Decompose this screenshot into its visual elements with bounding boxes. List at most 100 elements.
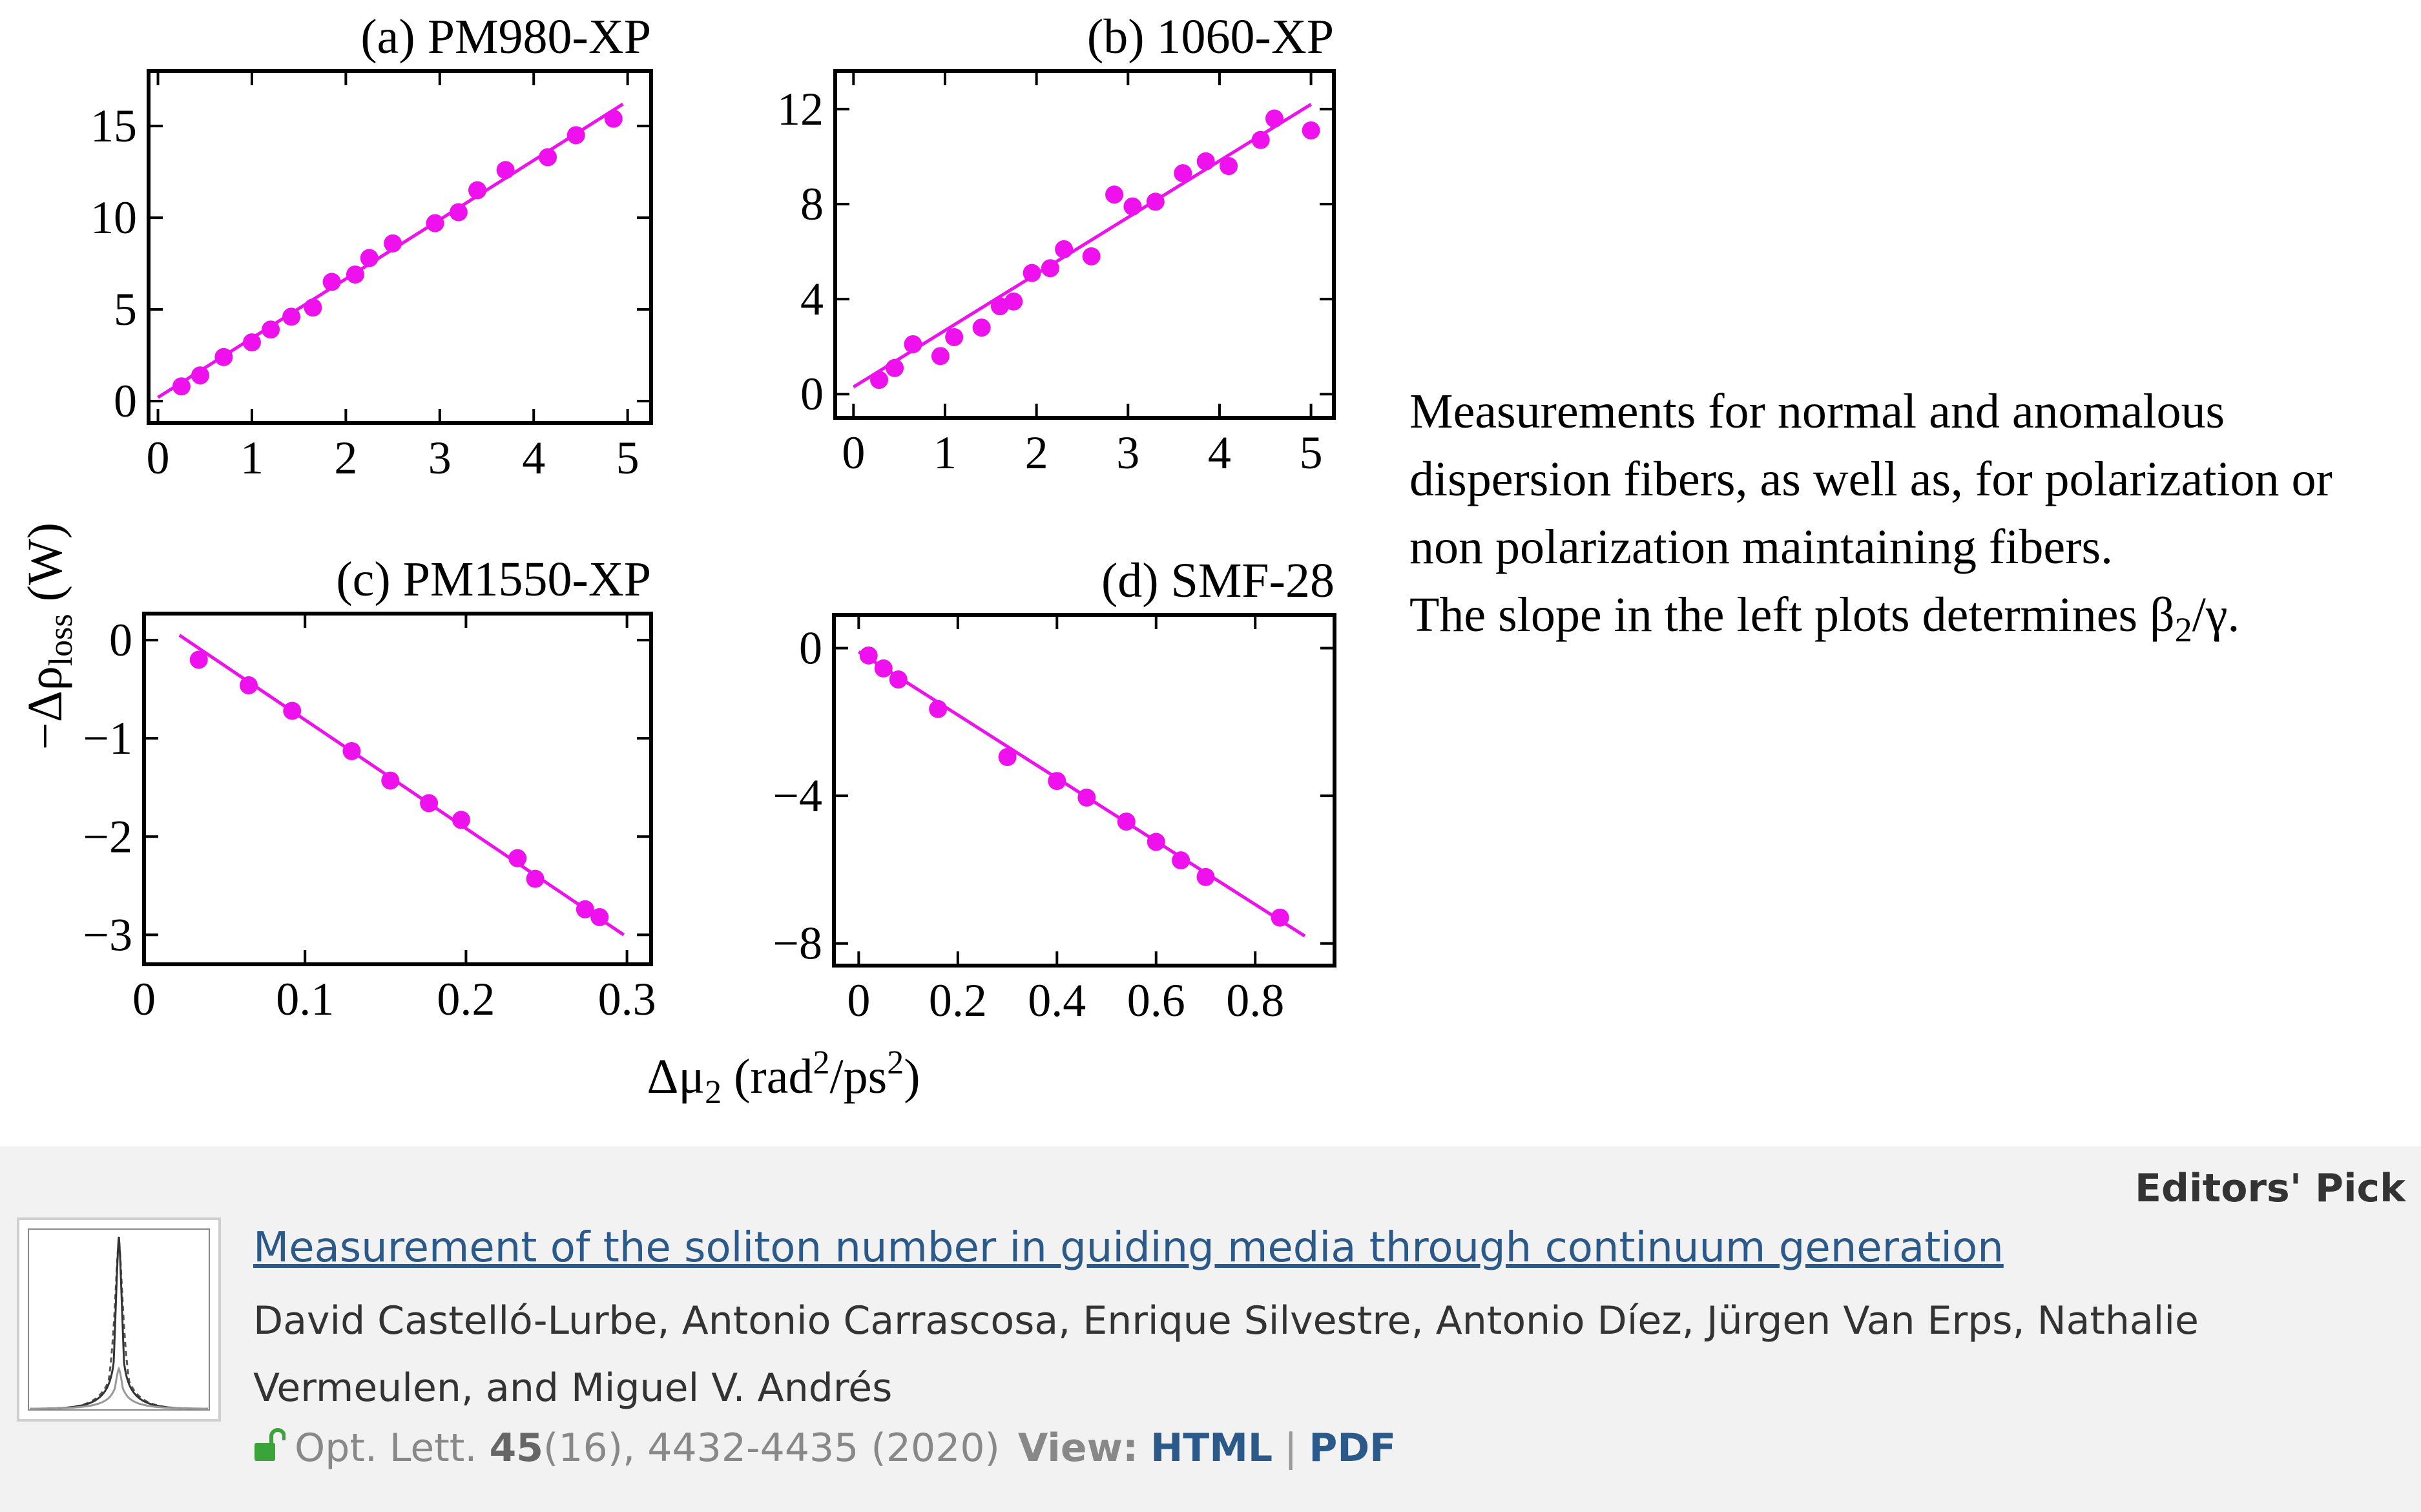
data-point <box>526 869 545 888</box>
x-tick-label: 4 <box>522 432 545 484</box>
y-tick-label: 12 <box>777 83 824 135</box>
article-listing: Editors' Pick Measurement of the soliton… <box>0 1146 2421 1512</box>
data-point <box>1048 772 1066 791</box>
data-point <box>1082 247 1101 265</box>
x-tick-label: 5 <box>1300 427 1323 479</box>
x-tick-label: 2 <box>334 432 357 484</box>
y-tick-label: 0 <box>799 622 822 674</box>
x-tick-label: 0.4 <box>1028 975 1086 1026</box>
data-point <box>1117 813 1136 831</box>
plot-frame <box>142 612 653 966</box>
x-tick-label: 0 <box>147 432 170 484</box>
figure-caption: Measurements for normal and anomalous di… <box>1409 378 2417 664</box>
y-tick-label: −2 <box>83 811 132 862</box>
x-tick-label: 0 <box>132 973 156 1025</box>
data-point <box>931 347 950 366</box>
data-point <box>189 650 208 669</box>
open-lock-icon <box>253 1427 286 1473</box>
y-tick-label: −3 <box>83 909 132 960</box>
caption-line: The slope in the left plots determines β… <box>1409 588 2240 650</box>
fit-line <box>853 103 1312 389</box>
y-tick-label: −4 <box>773 770 822 822</box>
y-tick-label: 0 <box>114 375 137 427</box>
data-point <box>1251 130 1270 149</box>
data-point <box>282 307 301 326</box>
panel-a-pm980-xp: (a) PM980-XP 0 1 2 3 4 5 0 5 10 15 <box>90 10 653 484</box>
panel-title: (a) PM980-XP <box>360 10 651 64</box>
panel-c-pm1550-xp: (c) PM1550-XP 0 0.1 0.2 0.3 0 −1 −2 −3 <box>83 552 656 1025</box>
x-tick-label: 2 <box>1025 427 1048 479</box>
plot-frame <box>833 69 1336 420</box>
x-tick-label: 0.3 <box>598 973 656 1025</box>
data-point <box>904 335 922 353</box>
data-point <box>322 273 341 291</box>
x-tick-label: 0 <box>842 427 865 479</box>
data-point <box>874 659 893 678</box>
data-point <box>1105 185 1124 204</box>
data-point <box>1174 164 1192 183</box>
view-html-link[interactable]: HTML <box>1150 1425 1273 1471</box>
data-point <box>1271 908 1289 927</box>
x-tick-label: 0.8 <box>1226 975 1284 1026</box>
caption-line: non polarization maintaining fibers. <box>1409 520 2114 574</box>
journal-name: Opt. Lett. <box>295 1425 477 1471</box>
y-tick-label: 0 <box>109 614 132 666</box>
x-tick-label: 4 <box>1208 427 1231 479</box>
data-point <box>1146 192 1165 211</box>
data-point <box>539 148 557 167</box>
data-point <box>929 699 948 718</box>
view-label: View: <box>1017 1425 1138 1471</box>
data-point <box>859 646 878 665</box>
data-point <box>172 377 191 396</box>
article-title-link[interactable]: Measurement of the soliton number in gui… <box>253 1224 2004 1272</box>
data-point <box>342 741 361 760</box>
data-point <box>262 320 280 339</box>
panel-title: (b) 1060-XP <box>1087 10 1334 64</box>
data-point <box>945 327 964 346</box>
data-point <box>1172 851 1190 870</box>
data-point <box>889 670 908 689</box>
data-point <box>1196 152 1215 171</box>
data-point <box>283 701 302 720</box>
data-point <box>1220 157 1238 176</box>
data-point <box>869 371 888 389</box>
data-point <box>346 265 364 284</box>
y-tick-label: 0 <box>800 368 824 420</box>
data-point <box>998 748 1017 767</box>
x-tick-label: 0.1 <box>276 973 334 1025</box>
data-point <box>381 771 400 790</box>
data-point <box>239 676 258 695</box>
data-point <box>576 900 594 918</box>
data-point <box>1123 197 1142 216</box>
data-point <box>449 203 468 222</box>
data-point <box>1023 264 1041 282</box>
data-point <box>604 109 623 128</box>
shared-x-axis-label: Δμ2 (rad2/ps2) <box>647 1044 920 1111</box>
caption-line: Measurements for normal and anomalous <box>1409 384 2225 439</box>
y-tick-label: −1 <box>83 712 132 764</box>
data-point <box>1147 833 1165 851</box>
spectrum-thumbnail-icon[interactable] <box>17 1217 221 1422</box>
issue-pages-year: (16), 4432-4435 (2020) <box>543 1425 1000 1471</box>
data-point <box>304 298 322 317</box>
x-tick-label: 0.2 <box>437 973 495 1025</box>
y-tick-label: 8 <box>800 178 824 230</box>
x-tick-label: 0 <box>847 975 870 1026</box>
data-point <box>1196 867 1215 886</box>
editors-pick-badge: Editors' Pick <box>2135 1166 2405 1211</box>
journal-volume: 45 <box>489 1425 543 1471</box>
link-separator: | <box>1284 1425 1298 1471</box>
data-point <box>191 366 209 385</box>
caption-line: dispersion fibers, as well as, for polar… <box>1409 452 2333 506</box>
data-point <box>1265 109 1283 128</box>
view-pdf-link[interactable]: PDF <box>1309 1425 1397 1471</box>
x-tick-label: 0.2 <box>929 975 987 1026</box>
data-point <box>468 181 486 200</box>
plot-frame <box>147 69 653 425</box>
data-point <box>590 907 609 926</box>
data-point <box>426 214 444 233</box>
data-point <box>452 811 470 829</box>
data-point <box>886 358 904 377</box>
